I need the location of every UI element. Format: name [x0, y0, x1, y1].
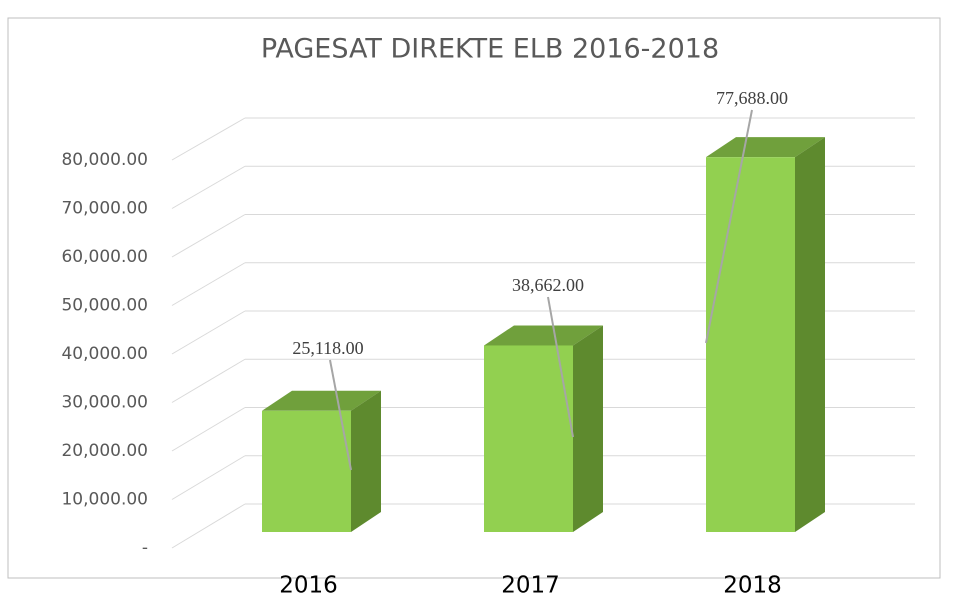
y-tick-label: - — [142, 538, 148, 558]
grid-line — [171, 503, 246, 549]
grid-line — [171, 310, 246, 355]
bar-front — [484, 345, 573, 532]
x-tick-label: 2016 — [279, 573, 338, 599]
y-tick-label: 20,000.00 — [61, 441, 148, 461]
grid-line — [171, 262, 246, 306]
leader-line — [547, 296, 574, 438]
data-label: 77,688.00 — [716, 88, 788, 108]
grid-line — [171, 455, 246, 500]
leader-line — [705, 109, 753, 344]
bar-top — [262, 390, 381, 411]
y-tick-label: 50,000.00 — [61, 296, 148, 316]
y-tick-label: 70,000.00 — [61, 199, 148, 219]
bar-side — [573, 325, 603, 532]
bar — [484, 325, 603, 532]
bar-front — [262, 410, 351, 532]
x-tick-label: 2018 — [723, 573, 782, 599]
grid-line — [171, 117, 246, 161]
grid-line — [171, 407, 246, 452]
bar-top — [706, 137, 825, 158]
y-tick-label: 60,000.00 — [61, 247, 148, 267]
bar — [262, 390, 381, 532]
bar-side — [795, 137, 825, 532]
y-tick-label: 10,000.00 — [61, 490, 148, 510]
grid-line — [171, 358, 246, 403]
leader-line — [329, 359, 352, 471]
y-tick-label: 40,000.00 — [61, 344, 148, 364]
y-tick-label: 30,000.00 — [61, 393, 148, 413]
data-label: 38,662.00 — [512, 275, 584, 295]
bar — [706, 137, 825, 532]
chart-title: PAGESAT DIREKTE ELB 2016-2018 — [261, 34, 719, 65]
bar-front — [706, 157, 795, 532]
bar-top — [484, 325, 603, 346]
grid-line — [171, 214, 246, 258]
x-tick-label: 2017 — [501, 573, 560, 599]
bar-side — [351, 390, 381, 532]
data-label: 25,118.00 — [292, 338, 363, 358]
y-tick-label: 80,000.00 — [61, 150, 148, 170]
grid-line — [171, 165, 246, 209]
